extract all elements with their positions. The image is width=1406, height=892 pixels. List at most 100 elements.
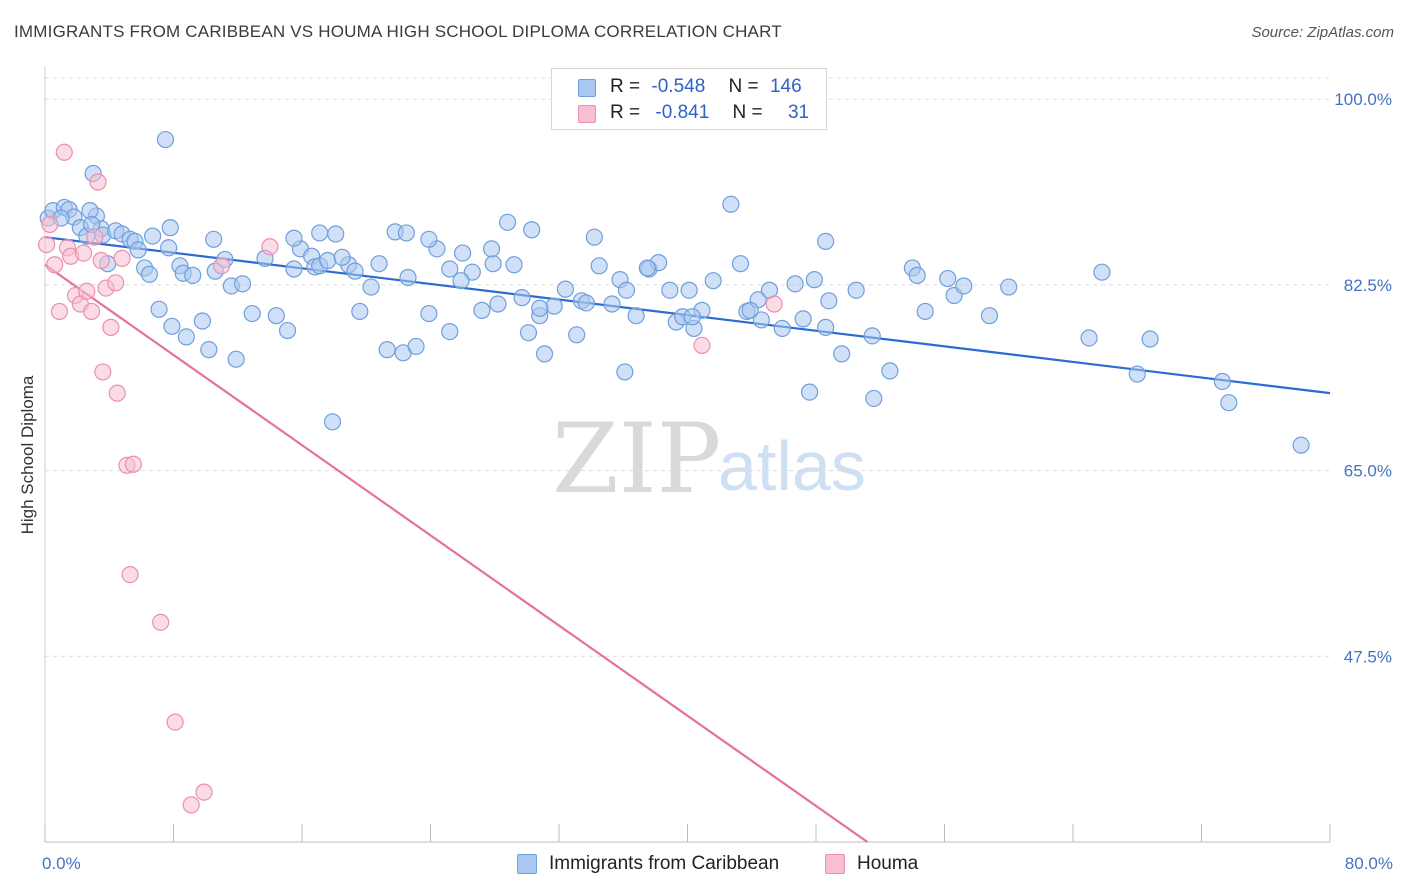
tick-labels: 100.0% 82.5% 65.0% 47.5% 0.0% 80.0% <box>42 90 1393 873</box>
point-caribbean <box>163 317 181 335</box>
point-caribbean <box>243 304 261 323</box>
point-houma <box>92 251 110 270</box>
point-caribbean <box>955 277 973 295</box>
point-caribbean <box>577 294 595 312</box>
watermark-atlas: atlas <box>718 427 866 505</box>
point-caribbean <box>140 265 159 283</box>
point-caribbean <box>627 307 645 325</box>
point-caribbean <box>519 324 538 342</box>
point-caribbean <box>731 255 750 273</box>
point-caribbean <box>205 230 223 248</box>
point-caribbean <box>150 300 168 318</box>
chart-title: IMMIGRANTS FROM CARIBBEAN VS HOUMA HIGH … <box>14 22 782 41</box>
point-houma <box>74 244 93 262</box>
point-caribbean <box>805 271 823 289</box>
point-caribbean <box>441 260 459 278</box>
point-houma <box>166 713 184 731</box>
source-label: Source: ZipAtlas.com <box>1251 24 1394 41</box>
stats-text: R = -0.548 N = 146 <box>610 76 802 98</box>
point-houma <box>89 173 107 191</box>
point-caribbean <box>267 307 285 325</box>
point-caribbean <box>473 301 491 319</box>
point-caribbean <box>482 240 501 258</box>
point-caribbean <box>1292 436 1310 454</box>
point-caribbean <box>499 213 517 231</box>
point-caribbean <box>327 225 345 243</box>
point-caribbean <box>160 239 178 257</box>
y-tick-label: 65.0% <box>1344 462 1392 481</box>
trend-line-houma <box>44 263 869 843</box>
point-caribbean <box>680 281 698 299</box>
point-houma <box>50 302 69 321</box>
point-caribbean <box>420 230 438 248</box>
point-houma <box>124 455 142 473</box>
point-caribbean <box>1213 372 1231 391</box>
point-caribbean <box>773 319 791 338</box>
point-caribbean <box>311 224 329 242</box>
point-caribbean <box>144 227 162 245</box>
point-caribbean <box>1220 394 1238 412</box>
houma-swatch <box>825 854 845 874</box>
point-caribbean <box>1141 330 1159 348</box>
point-caribbean <box>370 255 388 273</box>
point-houma <box>261 238 279 256</box>
point-houma <box>121 565 139 584</box>
point-caribbean <box>278 321 297 340</box>
point-houma <box>41 215 59 234</box>
point-caribbean <box>397 224 416 242</box>
point-caribbean <box>881 362 899 380</box>
point-caribbean <box>407 337 425 356</box>
point-caribbean <box>200 341 218 359</box>
point-caribbean <box>704 272 722 290</box>
point-caribbean <box>833 345 851 363</box>
point-caribbean <box>227 350 245 368</box>
x-tick-label: 80.0% <box>1345 854 1393 873</box>
point-houma <box>86 228 104 246</box>
point-caribbean <box>939 269 957 288</box>
series-legend: Immigrants from Caribbean Houma <box>0 852 1406 878</box>
point-caribbean <box>786 275 804 293</box>
point-caribbean <box>568 326 586 344</box>
point-caribbean <box>820 292 838 310</box>
x-tick-label: 0.0% <box>42 854 81 873</box>
point-caribbean <box>865 389 883 408</box>
point-caribbean <box>661 281 679 299</box>
point-houma <box>182 796 200 814</box>
point-caribbean <box>233 275 252 293</box>
point-caribbean <box>908 266 926 284</box>
stats-legend: R = -0.548 N = 146 R = -0.841 N = 31 <box>551 68 827 130</box>
point-caribbean <box>683 308 701 326</box>
point-houma <box>765 295 783 313</box>
point-houma <box>38 235 56 254</box>
point-houma <box>108 384 126 402</box>
point-caribbean <box>484 255 502 273</box>
point-caribbean <box>351 302 369 321</box>
n-value: 31 <box>787 102 810 123</box>
point-caribbean <box>184 266 202 284</box>
axes <box>44 66 1331 843</box>
y-tick-label: 82.5% <box>1344 276 1392 295</box>
point-caribbean <box>847 281 865 299</box>
n-label: N = <box>728 76 759 97</box>
point-caribbean <box>177 328 195 346</box>
point-caribbean <box>794 310 812 328</box>
point-caribbean <box>452 272 470 290</box>
point-houma <box>82 302 101 321</box>
point-caribbean <box>441 323 459 341</box>
point-caribbean <box>161 219 179 237</box>
point-caribbean <box>346 262 364 280</box>
point-houma <box>693 336 711 354</box>
point-caribbean <box>980 307 999 325</box>
point-caribbean <box>523 221 541 239</box>
point-caribbean <box>323 413 342 431</box>
r-value: -0.548 <box>651 76 706 97</box>
point-caribbean <box>531 299 549 317</box>
n-value: 146 <box>769 76 802 97</box>
point-houma <box>94 363 112 381</box>
point-houma <box>46 256 64 274</box>
y-tick-label: 100.0% <box>1334 90 1392 109</box>
point-caribbean <box>129 241 147 259</box>
n-label: N = <box>732 102 763 123</box>
watermark: ZIP atlas <box>552 403 866 515</box>
